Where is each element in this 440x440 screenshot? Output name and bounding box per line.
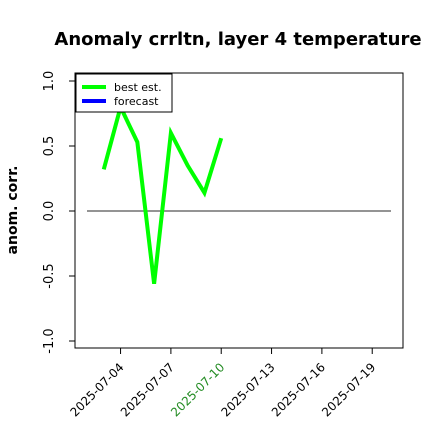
x-tick-label: 2025-07-19: [319, 360, 378, 419]
y-tick-label: 0.0: [42, 201, 57, 222]
legend-box: [75, 73, 173, 113]
y-tick-label: -1.0: [42, 328, 57, 353]
legend-label: best est.: [114, 81, 162, 94]
y-tick-label: -0.5: [42, 263, 57, 288]
y-tick-label: 1.0: [42, 71, 57, 92]
y-axis-label: anom. corr.: [5, 166, 21, 255]
series-line: [101, 101, 224, 285]
legend-label: forecast: [114, 95, 159, 108]
y-tick-label: 0.5: [42, 136, 57, 157]
chart-title: Anomaly crrltn, layer 4 temperature: [54, 29, 421, 50]
legend: best est.forecast: [75, 73, 173, 113]
